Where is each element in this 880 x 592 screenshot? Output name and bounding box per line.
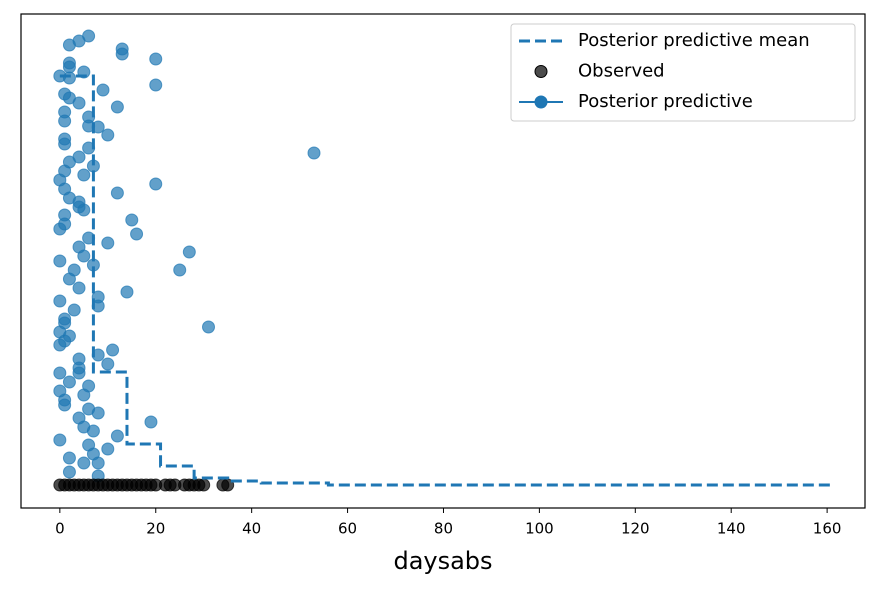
predictive-point	[91, 406, 105, 420]
predictive-point	[144, 415, 158, 429]
predictive-point	[53, 222, 67, 236]
predictive-point	[125, 213, 139, 227]
x-tick-label: 40	[242, 520, 261, 538]
predictive-point	[182, 245, 196, 259]
mean-line	[59, 74, 832, 487]
x-tick-label: 160	[813, 520, 842, 538]
predictive-point	[120, 285, 134, 299]
predictive-point	[62, 375, 76, 389]
plot-area	[53, 29, 832, 492]
legend-marker	[534, 95, 548, 109]
observed-point	[197, 478, 211, 492]
predictive-point	[72, 281, 86, 295]
predictive-point	[91, 456, 105, 470]
predictive-point	[62, 272, 76, 286]
predictive-point	[82, 29, 96, 43]
predictive-point	[58, 398, 72, 412]
x-tick-label: 20	[146, 520, 165, 538]
predictive-point	[77, 203, 91, 217]
predictive-point	[53, 433, 67, 447]
predictive-point	[173, 263, 187, 277]
predictive-point	[58, 114, 72, 128]
x-tick-label: 120	[621, 520, 650, 538]
predictive-point	[62, 60, 76, 74]
predictive-point	[86, 424, 100, 438]
predictive-point	[115, 47, 129, 61]
predictive-point	[130, 227, 144, 241]
predictive-point	[53, 254, 67, 268]
predictive-point	[110, 186, 124, 200]
predictive-point	[77, 456, 91, 470]
legend-label: Posterior predictive mean	[578, 30, 810, 51]
predictive-point	[110, 100, 124, 114]
predictive-point	[72, 96, 86, 110]
predictive-point	[202, 320, 216, 334]
predictive-point	[101, 236, 115, 250]
x-tick-label: 140	[717, 520, 746, 538]
predictive-point	[149, 52, 163, 66]
predictive-point	[53, 366, 67, 380]
predictive-point	[101, 357, 115, 371]
x-tick-label: 60	[338, 520, 357, 538]
predictive-point	[96, 83, 110, 97]
predictive-point	[62, 465, 76, 479]
predictive-point	[72, 366, 86, 380]
predictive-point	[149, 177, 163, 191]
predictive-point	[149, 78, 163, 92]
predictive-point	[77, 168, 91, 182]
predictive-point	[62, 451, 76, 465]
x-tick-label: 100	[525, 520, 554, 538]
predictive-point	[77, 388, 91, 402]
x-tick-label: 0	[55, 520, 65, 538]
x-tick-label: 80	[434, 520, 453, 538]
predictive-point	[62, 71, 76, 85]
predictive-point	[101, 128, 115, 142]
predictive-point	[101, 442, 115, 456]
predictive-point	[67, 303, 81, 317]
legend-label: Posterior predictive	[578, 91, 753, 112]
legend-label: Observed	[578, 61, 665, 82]
legend: Posterior predictive mean Observed Posteri…	[510, 23, 856, 122]
predictive-point	[77, 249, 91, 263]
x-axis-label: daysabs	[393, 547, 492, 575]
predictive-point	[307, 146, 321, 160]
predictive-point	[53, 338, 67, 352]
predictive-point	[106, 343, 120, 357]
legend-box	[510, 23, 856, 122]
predictive-point	[58, 137, 72, 151]
legend-marker	[534, 65, 548, 78]
predictive-point	[110, 429, 124, 443]
predictive-point	[53, 294, 67, 308]
